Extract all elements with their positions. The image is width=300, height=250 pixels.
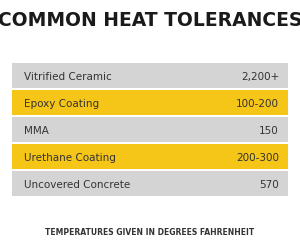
Text: 570: 570 — [259, 179, 279, 189]
Text: Uncovered Concrete: Uncovered Concrete — [24, 179, 130, 189]
Text: Vitrified Ceramic: Vitrified Ceramic — [24, 71, 112, 81]
Text: 150: 150 — [259, 125, 279, 135]
Text: MMA: MMA — [24, 125, 49, 135]
Bar — [12, 64, 288, 89]
Text: COMMON HEAT TOLERANCES: COMMON HEAT TOLERANCES — [0, 11, 300, 30]
Bar — [12, 118, 288, 142]
Text: Epoxy Coating: Epoxy Coating — [24, 98, 99, 108]
Text: TEMPERATURES GIVEN IN DEGREES FAHRENHEIT: TEMPERATURES GIVEN IN DEGREES FAHRENHEIT — [45, 227, 255, 236]
Text: Urethane Coating: Urethane Coating — [24, 152, 116, 162]
Bar — [12, 91, 288, 116]
Bar — [12, 171, 288, 196]
Text: 200-300: 200-300 — [236, 152, 279, 162]
Text: 2,200+: 2,200+ — [241, 71, 279, 81]
Bar — [12, 144, 288, 169]
Text: 100-200: 100-200 — [236, 98, 279, 108]
